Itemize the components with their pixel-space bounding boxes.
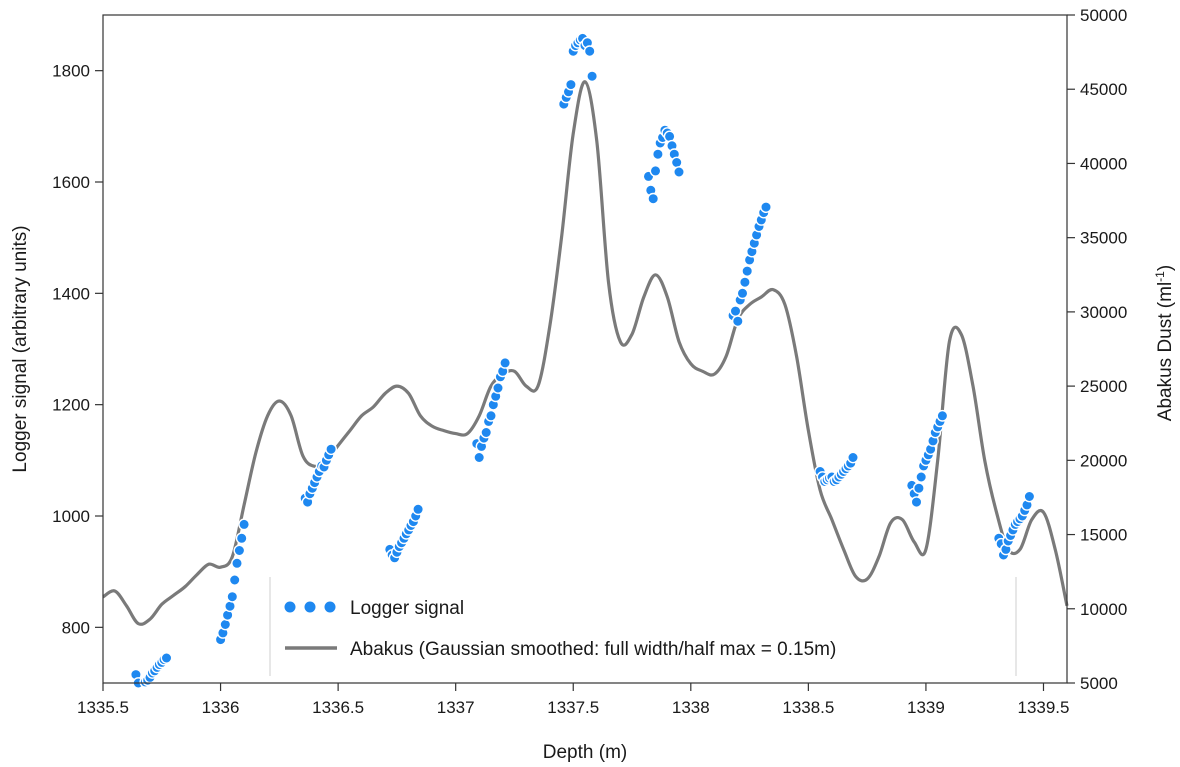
- logger-signal-point: [673, 166, 685, 178]
- x-tick-label: 1339.5: [1017, 698, 1069, 717]
- y-left-tick-label: 1400: [52, 284, 90, 303]
- y-axis-right: 5000 10000 15000 20000 25000 30000 35000 40000 4…: [1067, 6, 1127, 693]
- logger-signal-point: [647, 192, 660, 205]
- logger-signal-point: [412, 503, 424, 516]
- y-right-tick-label: 15000: [1080, 526, 1127, 545]
- logger-signal-point: [910, 496, 923, 508]
- logger-signal-point: [586, 70, 598, 83]
- y-left-tick-label: 800: [62, 618, 90, 637]
- logger-signal-point: [485, 409, 497, 422]
- y-right-tick-label: 25000: [1080, 377, 1127, 396]
- plot-frame: [102, 14, 1068, 684]
- y-axis-right-title-superscript: -1: [1153, 271, 1167, 282]
- y-left-tick-label: 1600: [52, 173, 90, 192]
- x-tick-label: 1337: [437, 698, 475, 717]
- logger-signal-point: [729, 305, 742, 317]
- logger-signal-point: [736, 287, 749, 300]
- y-axis-left: 800 1000 1200 1400 1600 1800: [52, 62, 103, 637]
- y-axis-right-title-main: Abakus Dust (ml: [1155, 282, 1176, 421]
- y-right-tick-label: 30000: [1080, 303, 1127, 322]
- logger-signal-point: [160, 652, 173, 664]
- logger-signal-point: [652, 148, 664, 161]
- y-right-tick-label: 20000: [1080, 451, 1127, 470]
- y-left-tick-label: 1800: [52, 62, 90, 81]
- y-right-tick-label: 10000: [1080, 600, 1127, 619]
- logger-signal-point: [473, 451, 486, 464]
- logger-signal-point: [913, 482, 925, 495]
- y-right-tick-label: 45000: [1080, 80, 1127, 99]
- legend-label-abakus: Abakus (Gaussian smoothed: full width/ha…: [350, 639, 836, 660]
- y-right-tick-label: 5000: [1080, 674, 1118, 693]
- y-axis-right-title: Abakus Dust (ml-1): [1153, 265, 1176, 421]
- x-axis-title: Depth (m): [543, 742, 627, 763]
- logger-signal-point: [226, 590, 239, 603]
- y-left-tick-label: 1200: [52, 396, 90, 415]
- x-tick-label: 1335.5: [77, 698, 129, 717]
- plot-area: [102, 32, 1069, 689]
- legend-marker-logger-dot: [284, 601, 296, 613]
- series-logger-signal: [129, 32, 1036, 689]
- logger-signal-point: [224, 600, 236, 613]
- logger-signal-point: [760, 201, 772, 214]
- legend-label-logger-signal: Logger signal: [350, 598, 464, 619]
- x-tick-label: 1338: [672, 698, 710, 717]
- logger-signal-point: [741, 265, 754, 277]
- x-tick-label: 1336.5: [312, 698, 364, 717]
- legend-marker-logger-dot: [304, 601, 316, 613]
- logger-signal-point: [936, 409, 949, 422]
- logger-signal-point: [565, 78, 577, 91]
- legend-marker-logger-dot: [324, 601, 336, 613]
- y-right-tick-label: 40000: [1080, 154, 1127, 173]
- logger-signal-point: [731, 315, 744, 328]
- y-axis-right-title-tail: ): [1155, 265, 1176, 271]
- logger-signal-point: [649, 164, 662, 177]
- logger-signal-point: [583, 45, 596, 58]
- logger-signal-point: [231, 557, 243, 570]
- x-tick-label: 1338.5: [782, 698, 834, 717]
- logger-signal-point: [219, 618, 232, 631]
- series-line-abakus: [102, 80, 1069, 626]
- y-right-tick-label: 50000: [1080, 6, 1127, 25]
- logger-signal-point: [739, 276, 751, 289]
- x-tick-label: 1339: [907, 698, 945, 717]
- logger-signal-point: [235, 532, 248, 545]
- legend: Logger signal Abakus (Gaussian smoothed:…: [269, 577, 1017, 676]
- logger-signal-point: [480, 426, 493, 439]
- logger-signal-point: [228, 574, 241, 586]
- logger-signal-point: [238, 518, 251, 531]
- x-tick-label: 1337.5: [547, 698, 599, 717]
- y-axis-left-title: Logger signal (arbitrary units): [10, 225, 31, 472]
- logger-signal-point: [670, 156, 683, 169]
- y-left-tick-label: 1000: [52, 507, 90, 526]
- x-axis: 1335.5 1336 1336.5 1337 1337.5 1338 1338.5 1339…: [77, 683, 1069, 717]
- logger-signal-point: [847, 451, 859, 464]
- logger-signal-point: [233, 544, 246, 557]
- logger-signal-point: [915, 471, 928, 483]
- x-tick-label: 1336: [202, 698, 240, 717]
- y-right-tick-label: 35000: [1080, 229, 1127, 248]
- logger-signal-point: [492, 382, 504, 394]
- logger-signal-point: [1023, 490, 1036, 503]
- logger-signal-point: [499, 356, 511, 369]
- logger-signal-point: [325, 443, 337, 456]
